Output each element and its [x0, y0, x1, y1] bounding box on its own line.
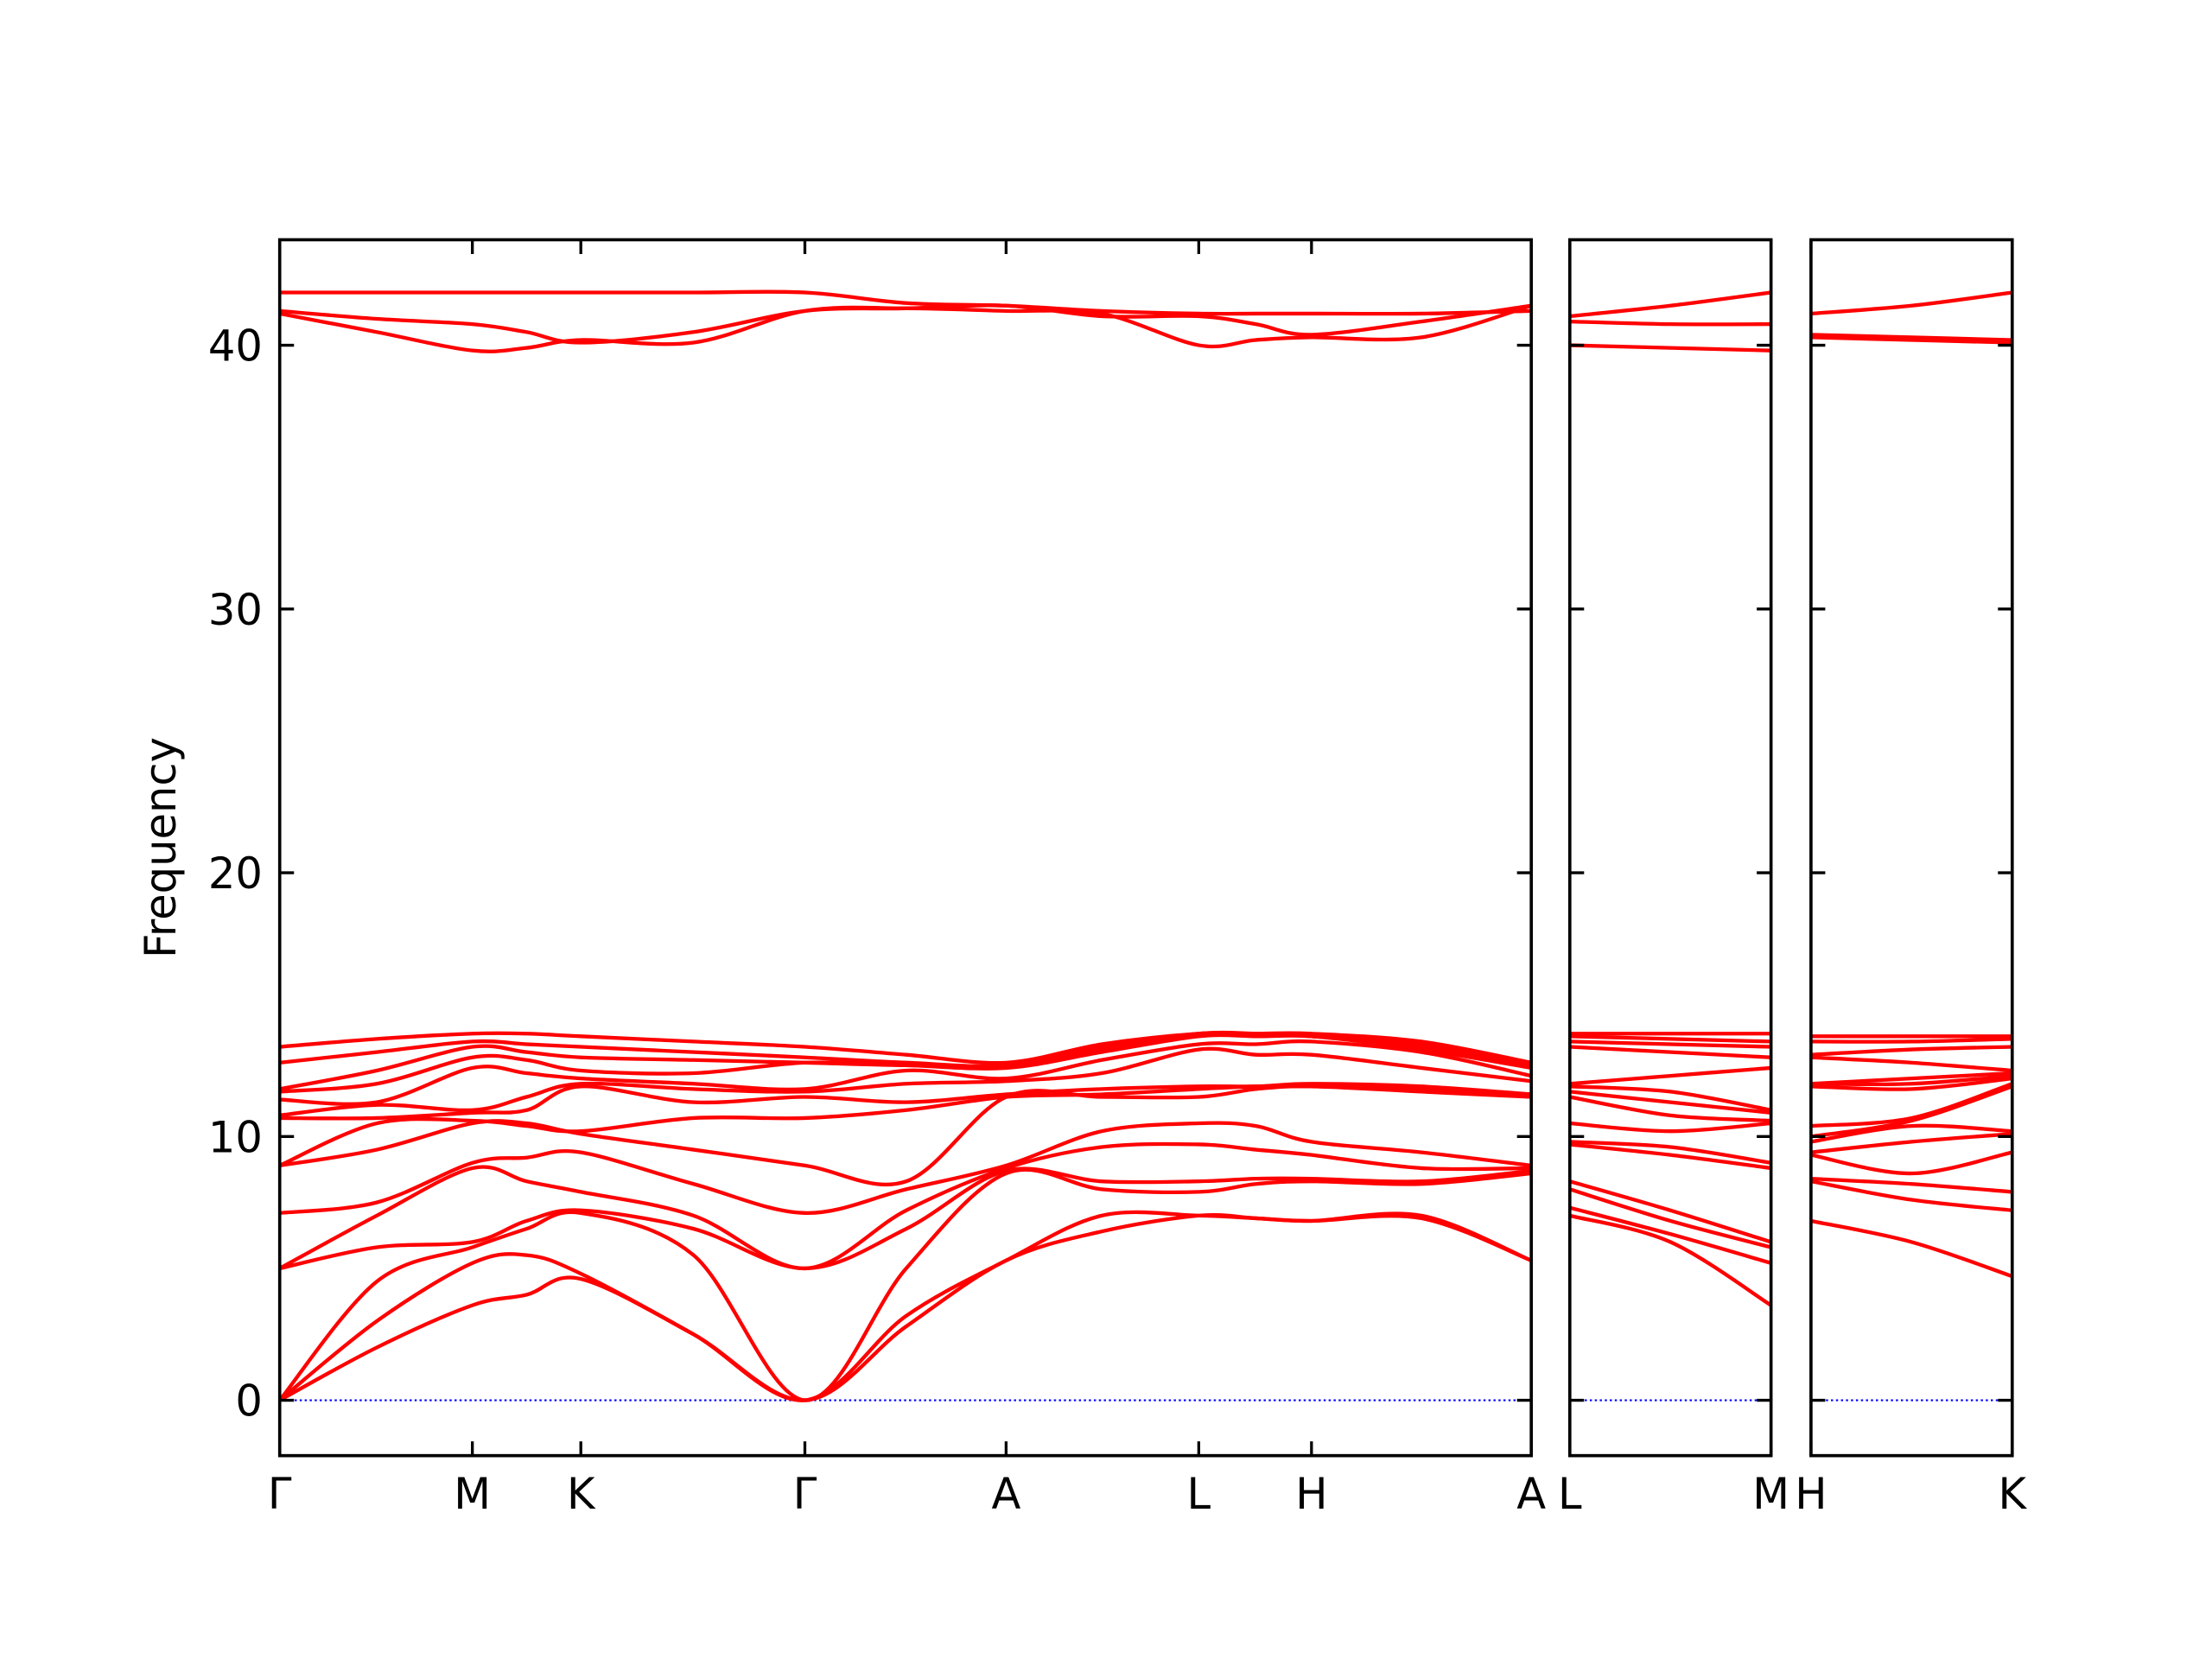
band-line [279, 303, 1532, 345]
y-axis-label: Frequency [136, 737, 186, 958]
band-line [279, 1031, 1532, 1065]
x-tick-label: H [1295, 1469, 1327, 1519]
x-tick-label: K [567, 1469, 596, 1519]
band-line [278, 1167, 1532, 1402]
plot-frame [277, 238, 1533, 1458]
band-line [1810, 1218, 2013, 1279]
band-line [1569, 1065, 1771, 1086]
band-line [1810, 1071, 2012, 1086]
x-tick-label: M [454, 1469, 491, 1519]
x-tick-label: Γ [793, 1469, 817, 1519]
band-line [1569, 1121, 1771, 1134]
band-line [279, 1030, 1532, 1069]
band-line [1569, 343, 1771, 353]
band-line [1569, 319, 1771, 327]
x-tick-label: A [1516, 1469, 1546, 1519]
y-tick-label: 20 [208, 849, 263, 899]
band-line [1810, 333, 2012, 342]
band-line [1810, 1082, 2013, 1128]
band-line [1569, 1045, 1771, 1059]
band-line [1810, 335, 2012, 345]
x-tick-label: Γ [268, 1469, 292, 1519]
band-line [1569, 1084, 1772, 1112]
x-tick-label: L [1187, 1469, 1211, 1519]
band-line [1569, 1205, 1772, 1265]
band-line [1810, 1179, 2012, 1212]
y-tick-label: 40 [208, 321, 263, 372]
band-line [1569, 1095, 1771, 1123]
band-line [279, 1121, 1532, 1215]
x-tick-label: M [1752, 1469, 1789, 1519]
band-line [279, 1039, 1532, 1106]
x-tick-label: H [1795, 1469, 1827, 1519]
band-line [279, 1166, 1532, 1271]
band-line [279, 289, 1532, 316]
x-tick-label: L [1558, 1469, 1582, 1519]
band-line [1569, 1039, 1771, 1049]
x-tick-label: K [1999, 1469, 2028, 1519]
plot-frame [1567, 238, 1773, 1458]
band-line [1810, 1077, 2012, 1091]
band-line [1810, 1123, 2012, 1144]
band-line [1810, 1084, 2013, 1139]
plot-frame [1809, 238, 2014, 1458]
y-tick-label: 0 [235, 1376, 263, 1427]
band-line [1810, 290, 2013, 316]
band-line [1569, 1179, 1772, 1244]
band-line [1810, 1150, 2013, 1176]
band-line [1569, 1140, 1771, 1165]
band-line [278, 1084, 1532, 1167]
band-line [278, 1141, 1532, 1271]
y-tick-label: 10 [208, 1112, 263, 1162]
band-line [1810, 1055, 2012, 1073]
band-line [1569, 1187, 1772, 1249]
band-line [279, 1046, 1532, 1118]
band-line [1810, 1132, 2012, 1154]
band-line [1810, 1176, 2012, 1194]
band-line [1569, 1213, 1772, 1307]
band-line [1569, 1142, 1771, 1171]
band-line [1810, 1045, 2012, 1057]
band-line [279, 1082, 1532, 1121]
band-line [1810, 1037, 2012, 1044]
band-line [1569, 1034, 1771, 1044]
band-line [1569, 290, 1771, 319]
band-line [278, 1210, 1532, 1402]
x-tick-label: A [991, 1469, 1020, 1519]
band-line [1569, 1090, 1771, 1115]
y-tick-label: 30 [208, 585, 263, 635]
